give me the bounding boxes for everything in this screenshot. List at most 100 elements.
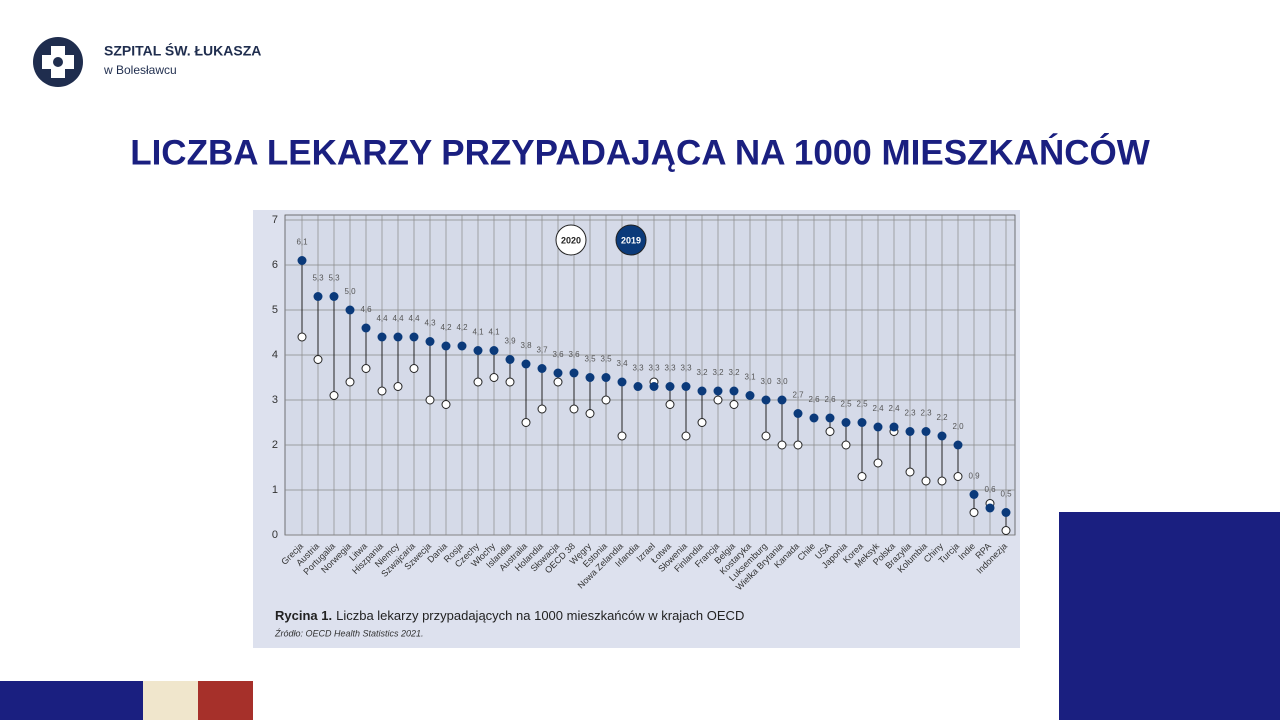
value-label: 5,3 [312, 274, 324, 283]
dot-2019 [921, 427, 931, 436]
dot-2019 [793, 409, 803, 418]
dot-2020 [313, 355, 323, 364]
slide-title: LICZBA LEKARZY PRZYPADAJĄCA NA 1000 MIES… [130, 132, 1150, 172]
value-label: 4,4 [392, 314, 404, 323]
value-label: 2,3 [904, 409, 916, 418]
value-label: 3,4 [616, 359, 628, 368]
dot-2020 [777, 440, 787, 450]
legend-label: 2019 [621, 235, 641, 245]
value-label: 5,3 [328, 274, 340, 283]
dot-2020 [681, 431, 691, 441]
dot-2020 [297, 332, 307, 342]
value-label: 0,5 [1000, 490, 1012, 499]
dot-2019 [713, 386, 723, 396]
org-place: w Bolesławcu [103, 63, 177, 77]
value-label: 4,2 [456, 323, 468, 332]
dot-2019 [841, 418, 851, 427]
dot-2019 [745, 391, 755, 400]
legend-label: 2020 [561, 235, 581, 245]
value-label: 3,1 [744, 373, 756, 382]
dot-2020 [857, 472, 867, 481]
dot-2019 [969, 490, 979, 499]
dot-2020 [697, 418, 707, 427]
dot-2019 [585, 373, 595, 382]
value-label: 2,7 [792, 391, 804, 400]
dot-2020 [553, 377, 563, 387]
dot-2019 [985, 503, 995, 513]
value-label: 3,8 [520, 341, 532, 350]
dot-2020 [1001, 526, 1011, 535]
dot-2019 [489, 346, 499, 355]
dot-2020 [601, 395, 611, 405]
plot-area [284, 214, 1016, 536]
value-label: 3,9 [504, 337, 516, 346]
value-label: 2,5 [856, 400, 868, 409]
y-tick-label: 0 [272, 529, 278, 541]
dot-2019 [649, 382, 659, 391]
dot-2020 [489, 373, 499, 382]
value-label: 4,4 [376, 314, 388, 323]
dot-2019 [825, 413, 835, 423]
dot-2019 [729, 386, 739, 396]
dot-2020 [361, 364, 371, 373]
value-label: 3,0 [776, 377, 788, 386]
dot-2019 [681, 382, 691, 391]
dot-2020 [505, 377, 515, 387]
dot-2019 [329, 292, 339, 301]
y-tick-label: 2 [272, 439, 278, 451]
legend-marker [555, 224, 587, 256]
dot-2020 [713, 395, 723, 405]
dot-2019 [873, 422, 883, 432]
dot-2019 [809, 413, 819, 423]
dot-2020 [921, 476, 931, 486]
dot-2019 [377, 332, 387, 342]
value-label: 3,6 [568, 350, 580, 359]
value-label: 3,3 [632, 364, 644, 373]
decor-red [198, 681, 253, 720]
dot-2019 [313, 292, 323, 301]
value-label: 2,4 [888, 404, 900, 413]
value-label: 2,3 [920, 409, 932, 418]
dot-2019 [953, 440, 963, 450]
y-tick-label: 7 [272, 214, 278, 226]
decor-blue [0, 681, 143, 720]
value-label: 3,2 [728, 368, 740, 377]
value-label: 2,4 [872, 404, 884, 413]
dot-2019 [777, 395, 787, 405]
dot-2019 [857, 418, 867, 427]
value-label: 4,3 [424, 319, 436, 328]
source: Źródło: OECD Health Statistics 2021. [274, 628, 424, 638]
dot-2019 [761, 395, 771, 405]
dot-2019 [505, 355, 515, 364]
y-tick-label: 3 [272, 394, 278, 406]
dot-2020 [825, 427, 835, 436]
dot-2020 [409, 364, 419, 373]
dot-2020 [521, 418, 531, 427]
logo-dot [53, 57, 63, 67]
dot-2019 [697, 386, 707, 396]
value-label: 6,1 [296, 238, 308, 247]
dot-2019 [617, 377, 627, 387]
caption-label: Rycina 1. [275, 608, 332, 623]
dot-2019 [393, 332, 403, 342]
dot-2020 [841, 440, 851, 450]
dot-2020 [537, 404, 547, 414]
value-label: 3,3 [680, 364, 692, 373]
value-label: 4,2 [440, 323, 452, 332]
value-label: 0,9 [968, 472, 980, 481]
y-tick-label: 6 [272, 259, 278, 271]
dot-2020 [873, 458, 883, 468]
dot-2020 [793, 440, 803, 450]
value-label: 4,1 [472, 328, 484, 337]
dot-2019 [569, 368, 579, 378]
dot-2019 [1001, 508, 1011, 517]
dot-2020 [473, 377, 483, 387]
value-label: 0,6 [984, 485, 996, 494]
dot-2019 [553, 368, 563, 378]
y-tick-label: 4 [272, 349, 278, 361]
dot-2020 [377, 386, 387, 396]
org-name: SZPITAL ŚW. ŁUKASZA [104, 42, 261, 59]
dot-2020 [393, 382, 403, 391]
